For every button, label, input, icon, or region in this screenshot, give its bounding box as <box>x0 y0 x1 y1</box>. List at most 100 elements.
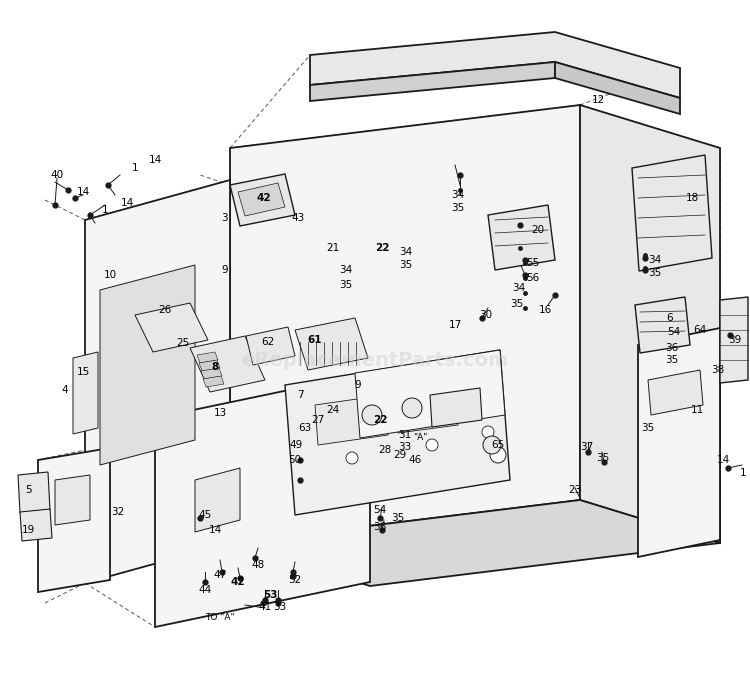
Text: 25: 25 <box>176 338 190 348</box>
Text: 64: 64 <box>693 325 706 335</box>
Text: 29: 29 <box>393 450 406 460</box>
Polygon shape <box>295 318 368 370</box>
Text: 34: 34 <box>512 283 526 293</box>
Text: 28: 28 <box>378 445 392 455</box>
Text: 7: 7 <box>297 390 303 400</box>
Polygon shape <box>230 105 580 543</box>
Polygon shape <box>285 350 510 515</box>
Text: 22: 22 <box>375 243 389 253</box>
Text: 24: 24 <box>326 405 340 415</box>
Text: 39: 39 <box>728 335 742 345</box>
Text: 36: 36 <box>374 522 387 532</box>
Text: 42: 42 <box>256 193 272 203</box>
Text: 35: 35 <box>641 423 655 433</box>
Text: 44: 44 <box>198 585 211 595</box>
Polygon shape <box>100 265 195 465</box>
Text: 14: 14 <box>76 187 90 197</box>
Text: 1: 1 <box>740 468 746 478</box>
Circle shape <box>346 452 358 464</box>
Text: 18: 18 <box>686 193 699 203</box>
Text: 14: 14 <box>148 155 162 165</box>
Circle shape <box>426 439 438 451</box>
Polygon shape <box>155 373 370 627</box>
Polygon shape <box>73 352 98 434</box>
Text: 35: 35 <box>392 513 405 523</box>
Text: 13: 13 <box>213 408 226 418</box>
Polygon shape <box>135 303 208 352</box>
Polygon shape <box>230 500 720 586</box>
Text: 14: 14 <box>716 455 730 465</box>
Text: 35: 35 <box>452 203 464 213</box>
Text: 54: 54 <box>668 327 681 337</box>
Text: 31: 31 <box>398 430 412 440</box>
Text: 9: 9 <box>355 380 362 390</box>
Text: 12: 12 <box>591 95 604 105</box>
Circle shape <box>362 405 382 425</box>
Text: 26: 26 <box>158 305 172 315</box>
Text: 45: 45 <box>198 510 211 520</box>
Text: 6: 6 <box>667 313 674 323</box>
Text: 48: 48 <box>251 560 265 570</box>
Text: 9: 9 <box>222 265 228 275</box>
Text: 35: 35 <box>665 355 679 365</box>
Text: TO "A": TO "A" <box>206 612 235 621</box>
Text: 5: 5 <box>25 485 32 495</box>
Text: 22: 22 <box>373 415 387 425</box>
Text: 35: 35 <box>510 299 524 309</box>
Polygon shape <box>195 468 240 532</box>
Polygon shape <box>197 352 218 363</box>
Polygon shape <box>395 387 458 433</box>
Polygon shape <box>203 376 224 387</box>
Text: 35: 35 <box>339 280 352 290</box>
Text: 3: 3 <box>220 213 227 223</box>
Text: 61: 61 <box>308 335 322 345</box>
Text: 15: 15 <box>76 367 90 377</box>
Text: 30: 30 <box>479 310 493 320</box>
Polygon shape <box>555 62 680 114</box>
Text: 1: 1 <box>102 205 108 215</box>
Polygon shape <box>355 350 505 438</box>
Text: 11: 11 <box>690 405 703 415</box>
Polygon shape <box>580 105 720 543</box>
Circle shape <box>483 436 501 454</box>
Polygon shape <box>246 327 295 365</box>
Polygon shape <box>201 368 222 379</box>
Text: 46: 46 <box>408 455 422 465</box>
Polygon shape <box>238 183 285 216</box>
Text: "A": "A" <box>413 432 428 441</box>
Polygon shape <box>315 395 388 445</box>
Text: 14: 14 <box>120 198 134 208</box>
Text: 16: 16 <box>538 305 551 315</box>
Text: 65: 65 <box>491 440 505 450</box>
Text: 34: 34 <box>648 255 662 265</box>
Text: 35: 35 <box>648 268 662 278</box>
Polygon shape <box>310 62 555 101</box>
Polygon shape <box>20 509 52 541</box>
Text: 55: 55 <box>526 258 540 268</box>
Text: 8: 8 <box>211 362 219 372</box>
Text: 4: 4 <box>62 385 68 395</box>
Polygon shape <box>230 174 295 226</box>
Text: 23: 23 <box>568 485 582 495</box>
Polygon shape <box>430 388 482 427</box>
Text: 33: 33 <box>273 602 286 612</box>
Polygon shape <box>190 336 265 392</box>
Text: 34: 34 <box>339 265 352 275</box>
Text: 43: 43 <box>291 213 304 223</box>
Polygon shape <box>310 462 345 498</box>
Text: 63: 63 <box>298 423 312 433</box>
Text: 34: 34 <box>399 247 412 257</box>
Text: 40: 40 <box>50 170 64 180</box>
Polygon shape <box>85 180 230 583</box>
Text: 37: 37 <box>580 442 594 452</box>
Text: 19: 19 <box>21 525 34 535</box>
Polygon shape <box>720 297 748 383</box>
Polygon shape <box>488 205 555 270</box>
Text: eReplacementParts.com: eReplacementParts.com <box>242 351 509 370</box>
Text: 42: 42 <box>231 577 245 587</box>
Text: 47: 47 <box>213 570 226 580</box>
Text: 17: 17 <box>448 320 461 330</box>
Circle shape <box>490 447 506 463</box>
Text: 56: 56 <box>526 273 540 283</box>
Text: 50: 50 <box>289 455 302 465</box>
